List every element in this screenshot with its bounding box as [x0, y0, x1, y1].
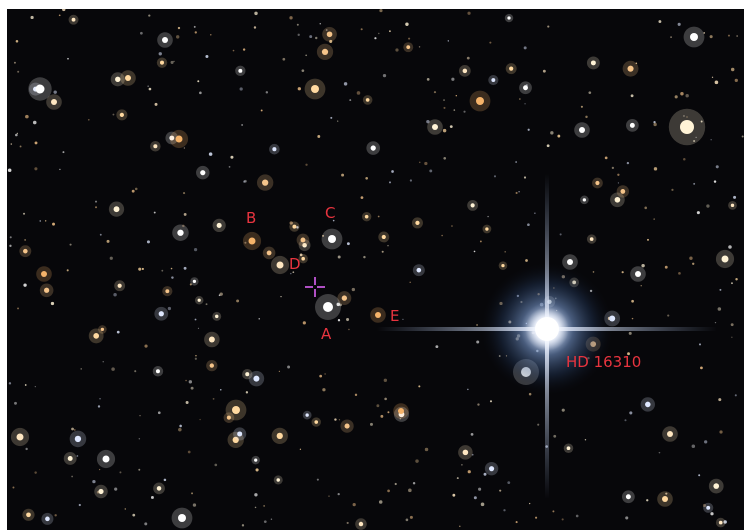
crosshair-icon — [305, 277, 325, 297]
star-label-c: C — [325, 204, 336, 222]
star-field-image: B C D A E HD 16310 — [7, 9, 744, 530]
star-field — [7, 9, 744, 530]
star-label-d: D — [289, 255, 301, 273]
star-label-b: B — [246, 209, 257, 227]
background-stars — [7, 9, 744, 530]
bright-star-hd-16310 — [377, 174, 717, 499]
star-label-a: A — [321, 325, 332, 343]
star-label-hd-16310: HD 16310 — [566, 353, 642, 371]
star-label-e: E — [390, 307, 400, 325]
